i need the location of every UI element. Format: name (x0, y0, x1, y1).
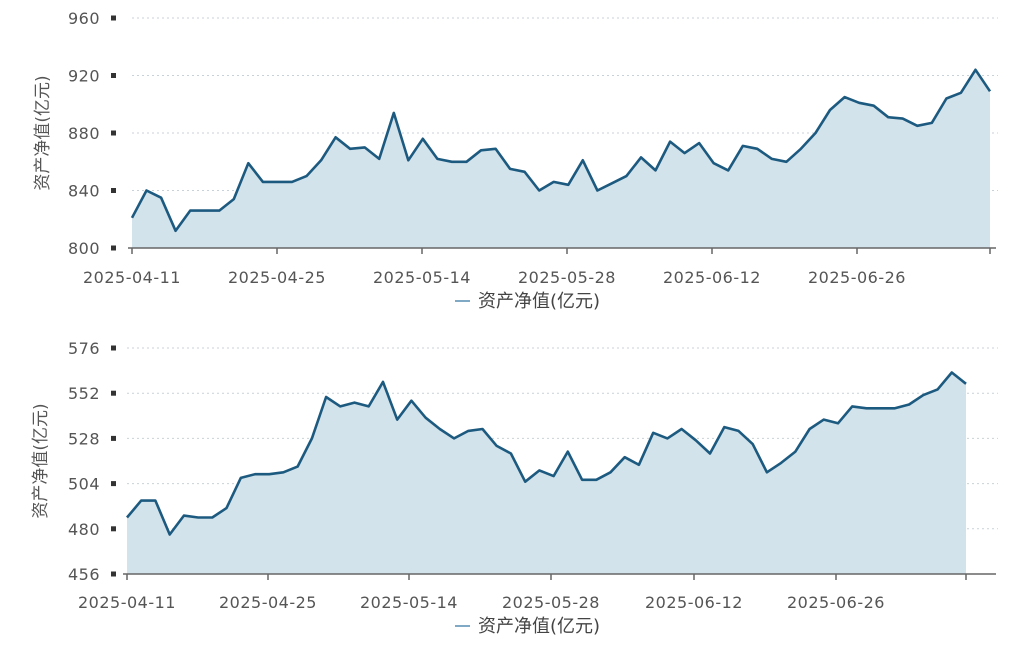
series-line (130, 68, 992, 233)
y-tick-mark (111, 435, 116, 441)
legend-label: 资产净值(亿元) (478, 291, 600, 312)
y-tick-mark (111, 345, 116, 351)
y-tick-label: 504 (68, 475, 100, 494)
series-area (132, 69, 990, 248)
x-tick-label: 2025-05-14 (373, 268, 471, 287)
y-tick-mark (111, 188, 116, 193)
x-tick-label: 2025-05-14 (360, 593, 458, 612)
x-tick-label: 2025-05-28 (518, 268, 616, 287)
y-tick-label: 552 (68, 384, 100, 403)
y-axis-label: 资产净值(亿元) (33, 75, 53, 190)
x-tick-label: 2025-06-12 (645, 593, 743, 612)
y-tick-mark (111, 245, 116, 251)
x-tick-label: 2025-04-25 (228, 268, 326, 287)
chart-1: 800 840 880 920 960 2025-04-11 2025-04-25 2025-… (33, 9, 998, 312)
y-tick-label: 880 (68, 124, 100, 143)
series-line (126, 371, 967, 536)
y-tick-mark (111, 571, 116, 577)
y-axis-label: 资产净值(亿元) (31, 403, 51, 518)
y-tick-mark (111, 15, 116, 21)
y-tick-mark (111, 526, 116, 532)
x-tick-label: 2025-04-11 (83, 268, 181, 287)
y-tick-label: 920 (68, 67, 100, 86)
x-tick-label: 2025-04-11 (78, 593, 176, 612)
x-tick-label: 2025-06-26 (808, 268, 906, 287)
y-tick-label: 576 (68, 339, 100, 358)
y-tick-mark (111, 130, 116, 136)
x-tick-label: 2025-06-26 (787, 593, 885, 612)
y-tick-mark (111, 390, 116, 396)
legend: 资产净值(亿元) (455, 291, 600, 312)
chart-2: 456 480 504 528 552 576 2025-04-11 2025-04-25 20… (31, 339, 998, 637)
x-tick-label: 2025-05-28 (502, 593, 600, 612)
y-tick-label: 480 (68, 520, 100, 539)
y-tick-label: 800 (68, 239, 100, 258)
legend-label: 资产净值(亿元) (478, 616, 600, 637)
y-tick-label: 456 (68, 565, 100, 584)
y-tick-label: 960 (68, 9, 100, 28)
y-tick-label: 840 (68, 182, 100, 201)
y-tick-mark (111, 481, 116, 487)
y-tick-label: 528 (68, 429, 100, 448)
legend: 资产净值(亿元) (455, 616, 600, 637)
x-tick-label: 2025-04-25 (219, 593, 317, 612)
x-tick-label: 2025-06-12 (663, 268, 761, 287)
y-tick-mark (111, 73, 116, 78)
